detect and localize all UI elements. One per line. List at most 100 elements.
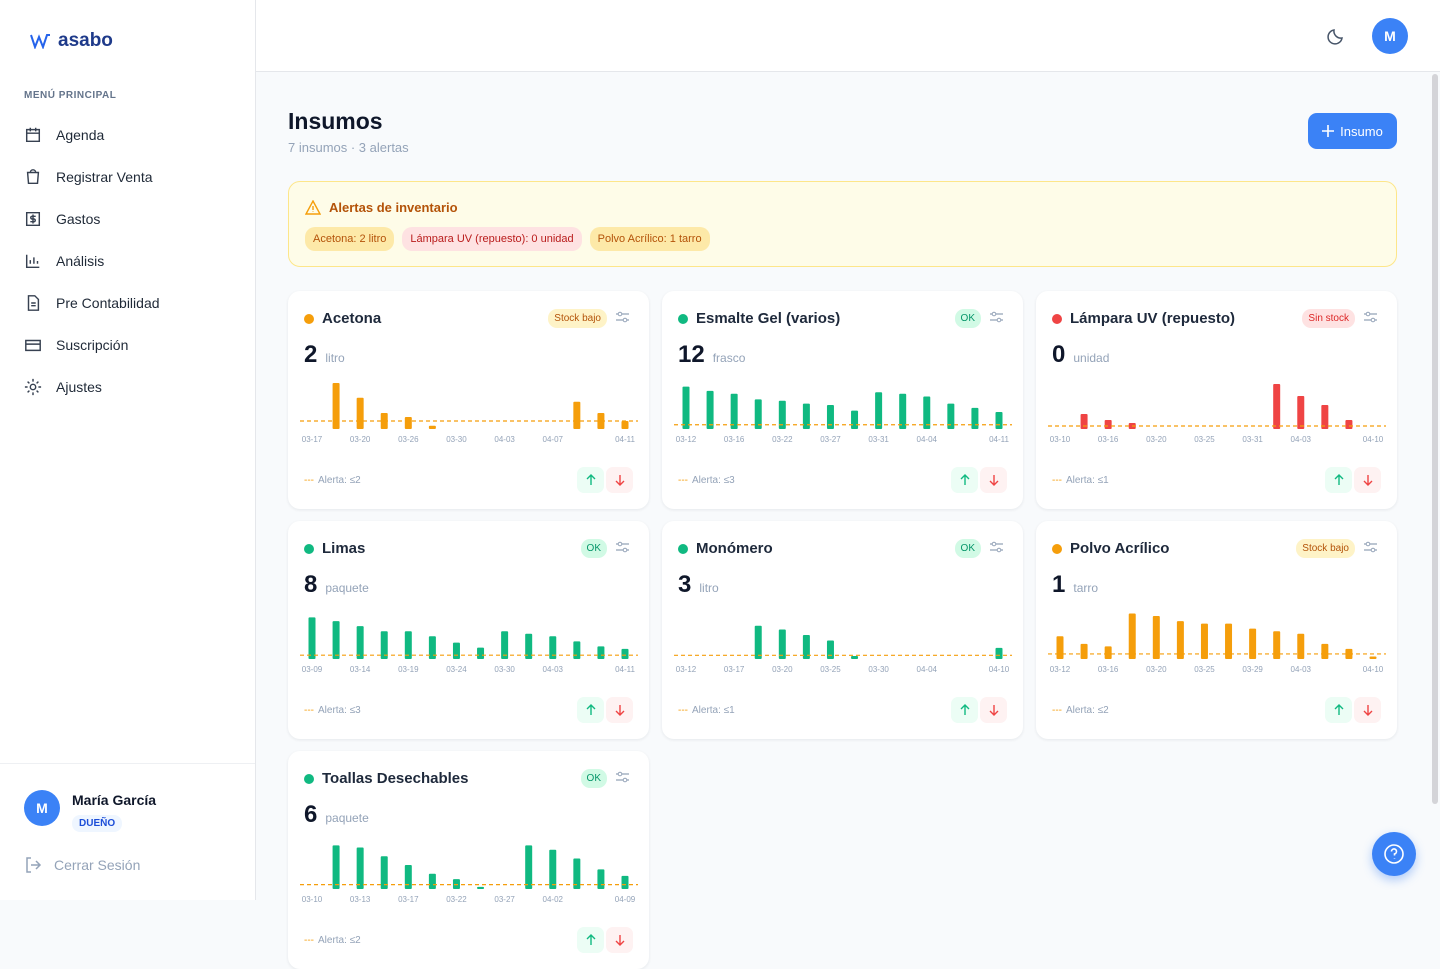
alert-threshold: --- Alerta: ≤3 bbox=[304, 705, 361, 716]
quantity-value: 6 bbox=[304, 801, 318, 828]
bar bbox=[1152, 616, 1160, 659]
menu-icon bbox=[24, 378, 42, 396]
stock-chart: 03-09 03-14 03-19 03-24 03-30 04-03 04-11 bbox=[300, 617, 638, 674]
up-arrow bbox=[586, 704, 595, 715]
x-tick-label: 04-11 bbox=[615, 665, 635, 674]
alert-chip[interactable]: Polvo Acrílico: 1 tarro bbox=[589, 227, 710, 251]
settings-icon[interactable] bbox=[616, 771, 629, 783]
alert-label: Alerta: ≤2 bbox=[318, 935, 361, 946]
menu-item[interactable]: Agenda bbox=[24, 114, 160, 156]
legend-dash: --- bbox=[304, 705, 314, 716]
settings-icon[interactable] bbox=[616, 541, 629, 553]
logout[interactable]: Cerrar Sesión bbox=[24, 856, 231, 874]
up-arrow bbox=[586, 474, 595, 485]
up-arrow bbox=[1334, 474, 1343, 485]
settings-knob bbox=[1370, 547, 1376, 553]
quantity: 2 litro bbox=[304, 341, 345, 369]
up-icon bbox=[586, 474, 595, 485]
alert-chip[interactable]: Lámpara UV (repuesto): 0 unidad bbox=[402, 227, 582, 251]
alert-label: Alerta: ≤2 bbox=[318, 475, 361, 486]
decrease-button[interactable] bbox=[1354, 697, 1381, 723]
quantity: 12 frasco bbox=[678, 341, 745, 369]
menu-item[interactable]: Registrar Venta bbox=[24, 156, 160, 198]
quantity-unit: paquete bbox=[325, 811, 369, 825]
add-button[interactable]: Insumo bbox=[1308, 113, 1397, 149]
menu-icon bbox=[27, 295, 40, 311]
supply-name: Toallas Desechables bbox=[322, 770, 469, 787]
scrollbar[interactable] bbox=[1432, 74, 1438, 804]
bar bbox=[802, 403, 810, 429]
add-button-text: Insumo bbox=[1340, 123, 1383, 139]
decrease-button[interactable] bbox=[606, 697, 633, 723]
settings-icon[interactable] bbox=[1364, 311, 1377, 323]
decrease-button[interactable] bbox=[980, 467, 1007, 493]
bar bbox=[356, 397, 364, 429]
bar bbox=[706, 390, 714, 429]
x-tick-label: 04-10 bbox=[1363, 435, 1384, 444]
logout-text: Cerrar Sesión bbox=[54, 857, 141, 873]
down-icon bbox=[989, 475, 998, 486]
quantity-unit: litro bbox=[325, 351, 345, 365]
user-role: DUEÑO bbox=[72, 815, 123, 832]
theme-toggle[interactable] bbox=[1327, 27, 1345, 45]
bar bbox=[923, 396, 931, 429]
increase-button[interactable] bbox=[1325, 697, 1352, 723]
bar bbox=[1273, 384, 1281, 429]
decrease-button[interactable] bbox=[980, 697, 1007, 723]
menu-item[interactable]: Pre Contabilidad bbox=[24, 282, 160, 324]
user-avatar[interactable]: M bbox=[24, 790, 60, 826]
bar bbox=[308, 617, 316, 659]
settings-icon[interactable] bbox=[990, 311, 1003, 323]
cards-grid: Acetona Stock bajo 2 litro 03-17 03-20 03-26 03… bbox=[288, 291, 1397, 969]
x-tick-label: 04-11 bbox=[989, 435, 1009, 444]
status-dot bbox=[678, 314, 688, 324]
bar bbox=[730, 393, 738, 429]
settings-icon[interactable] bbox=[616, 311, 629, 323]
decrease-button[interactable] bbox=[606, 927, 633, 953]
x-tick-label: 04-10 bbox=[989, 665, 1010, 674]
menu-item[interactable]: Análisis bbox=[24, 240, 160, 282]
x-tick-label: 03-25 bbox=[1194, 435, 1215, 444]
help-button[interactable] bbox=[1372, 832, 1416, 876]
menu-item[interactable]: Ajustes bbox=[24, 366, 160, 408]
x-tick-label: 04-03 bbox=[543, 665, 564, 674]
increase-button[interactable] bbox=[1325, 467, 1352, 493]
stock-chart: 03-17 03-20 03-26 03-30 04-03 04-07 04-11 bbox=[300, 383, 638, 444]
x-tick-label: 03-25 bbox=[820, 665, 841, 674]
increase-button[interactable] bbox=[577, 697, 604, 723]
bar bbox=[525, 633, 533, 659]
increase-button[interactable] bbox=[577, 467, 604, 493]
settings-knob bbox=[617, 771, 623, 777]
increase-button[interactable] bbox=[951, 697, 978, 723]
settings-icon[interactable] bbox=[990, 541, 1003, 553]
settings-knob bbox=[991, 311, 997, 317]
legend-dash: --- bbox=[1052, 475, 1062, 486]
status-dot bbox=[304, 314, 314, 324]
quantity-unit: frasco bbox=[712, 351, 746, 365]
menu-icon-path bbox=[24, 378, 42, 396]
alert-threshold: --- Alerta: ≤1 bbox=[678, 705, 735, 716]
status-badge: Stock bajo bbox=[1296, 539, 1355, 558]
settings-icon[interactable] bbox=[1364, 541, 1377, 553]
menu-item[interactable]: Suscripción bbox=[24, 324, 160, 366]
menu-icon-path bbox=[25, 127, 41, 143]
bar bbox=[1369, 656, 1377, 659]
menu-item[interactable]: Gastos bbox=[24, 198, 160, 240]
increase-button[interactable] bbox=[951, 467, 978, 493]
alert-chip[interactable]: Acetona: 2 litro bbox=[305, 227, 395, 251]
stock-chart: 03-10 03-16 03-20 03-25 03-31 04-03 04-10 bbox=[1048, 384, 1386, 444]
alert-chips: Acetona: 2 litro Lámpara UV (repuesto): 0… bbox=[305, 227, 1380, 251]
down-icon bbox=[1363, 705, 1372, 716]
down-icon bbox=[989, 705, 998, 716]
logo[interactable]: asabo bbox=[30, 30, 113, 52]
bar bbox=[501, 631, 509, 659]
bar bbox=[477, 647, 485, 659]
x-tick-label: 03-29 bbox=[1242, 665, 1263, 674]
decrease-button[interactable] bbox=[1354, 467, 1381, 493]
top-avatar[interactable]: M bbox=[1372, 18, 1408, 54]
status-badge: OK bbox=[954, 309, 981, 328]
decrease-button[interactable] bbox=[606, 467, 633, 493]
x-tick-label: 03-19 bbox=[398, 665, 419, 674]
increase-button[interactable] bbox=[577, 927, 604, 953]
x-tick-label: 03-12 bbox=[1050, 665, 1071, 674]
